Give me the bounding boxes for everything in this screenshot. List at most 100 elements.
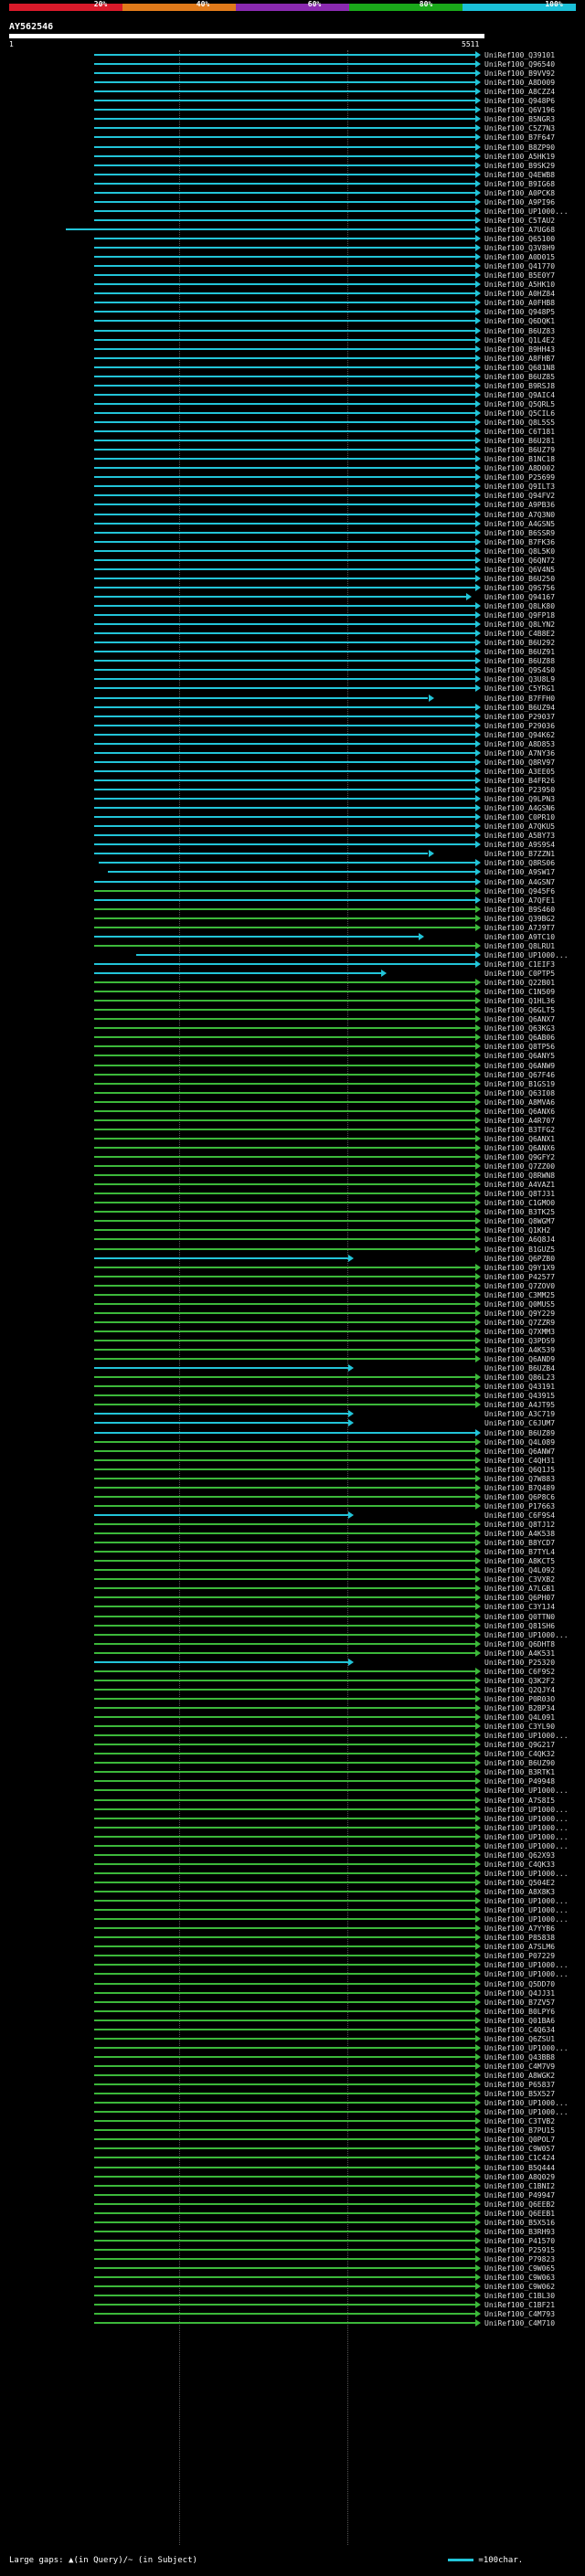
hit-label[interactable]: UniRef100_Q6DHT8 bbox=[484, 1639, 556, 1648]
hit-label[interactable]: UniRef100_B7F647 bbox=[484, 133, 556, 143]
hit-label[interactable]: UniRef100_A9S9S4 bbox=[484, 841, 556, 850]
hit-bar[interactable] bbox=[93, 1578, 475, 1581]
hit-label[interactable]: UniRef100_A9PB36 bbox=[484, 501, 556, 510]
hit-bar[interactable] bbox=[93, 1587, 475, 1590]
hit-bar[interactable] bbox=[93, 935, 420, 938]
hit-bar[interactable] bbox=[93, 2138, 475, 2141]
hit-label[interactable]: UniRef100_A8FHB7 bbox=[484, 354, 556, 363]
hit-label[interactable]: UniRef100_B3RTK1 bbox=[484, 1768, 556, 1777]
hit-label[interactable]: UniRef100_C9W057 bbox=[484, 2145, 556, 2154]
hit-label[interactable]: UniRef100_Q9Y229 bbox=[484, 1309, 556, 1318]
hit-bar[interactable] bbox=[93, 678, 475, 681]
hit-bar[interactable] bbox=[93, 1569, 475, 1572]
hit-label[interactable]: UniRef100_B6U281 bbox=[484, 437, 556, 446]
hit-bar[interactable] bbox=[93, 798, 475, 800]
hit-label[interactable]: UniRef100_A4K539 bbox=[484, 1346, 556, 1355]
hit-label[interactable]: UniRef100_B6U292 bbox=[484, 639, 556, 648]
hit-bar[interactable] bbox=[93, 1936, 475, 1939]
hit-label[interactable]: UniRef100_C6F9S2 bbox=[484, 1667, 556, 1676]
hit-bar[interactable] bbox=[93, 898, 475, 901]
hit-bar[interactable] bbox=[93, 1982, 475, 1985]
hit-bar[interactable] bbox=[93, 218, 475, 221]
hit-bar[interactable] bbox=[93, 81, 475, 84]
hit-label[interactable]: UniRef100_B5X516 bbox=[484, 2218, 556, 2227]
hit-bar[interactable] bbox=[93, 182, 475, 185]
hit-label[interactable]: UniRef100_P0R03O bbox=[484, 1694, 556, 1703]
hit-label[interactable]: UniRef100_A9SW17 bbox=[484, 868, 556, 877]
hit-label[interactable]: UniRef100_Q9AIC4 bbox=[484, 390, 556, 399]
hit-label[interactable]: UniRef100_C5Z7N3 bbox=[484, 124, 556, 133]
hit-bar[interactable] bbox=[93, 449, 475, 451]
hit-label[interactable]: UniRef100_B7Q489 bbox=[484, 1483, 556, 1492]
hit-bar[interactable] bbox=[93, 384, 475, 387]
hit-bar[interactable] bbox=[93, 1128, 475, 1130]
hit-label[interactable]: UniRef100_UP1000... bbox=[484, 1961, 569, 1970]
hit-bar[interactable] bbox=[93, 320, 475, 323]
hit-bar[interactable] bbox=[93, 880, 475, 883]
hit-label[interactable]: UniRef100_UP1000... bbox=[484, 1630, 569, 1639]
hit-bar[interactable] bbox=[93, 109, 475, 111]
hit-bar[interactable] bbox=[93, 1909, 475, 1912]
hit-label[interactable]: UniRef100_B5E0Y7 bbox=[484, 271, 556, 281]
hit-bar[interactable] bbox=[93, 1523, 475, 1525]
hit-bar[interactable] bbox=[93, 1991, 475, 1994]
hit-bar[interactable] bbox=[93, 1202, 475, 1204]
hit-label[interactable]: UniRef100_C3YL90 bbox=[484, 1723, 556, 1732]
hit-label[interactable]: UniRef100_B7ZV57 bbox=[484, 1998, 556, 2007]
hit-label[interactable]: UniRef100_B6UZ91 bbox=[484, 648, 556, 657]
hit-label[interactable]: UniRef100_C6T181 bbox=[484, 428, 556, 437]
hit-bar[interactable] bbox=[93, 2000, 475, 2003]
hit-bar[interactable] bbox=[93, 623, 475, 626]
hit-bar[interactable] bbox=[93, 2028, 475, 2030]
hit-bar[interactable] bbox=[93, 632, 475, 635]
hit-label[interactable]: UniRef100_C1BNI2 bbox=[484, 2181, 556, 2190]
hit-label[interactable]: UniRef100_Q4EWB8 bbox=[484, 170, 556, 179]
hit-label[interactable]: UniRef100_C3VXB2 bbox=[484, 1575, 556, 1585]
hit-bar[interactable] bbox=[93, 1486, 475, 1489]
hit-label[interactable]: UniRef100_A8X8K3 bbox=[484, 1888, 556, 1896]
hit-bar[interactable] bbox=[93, 2129, 475, 2132]
hit-label[interactable]: UniRef100_C4B8E2 bbox=[484, 630, 556, 639]
hit-label[interactable]: UniRef100_Q39BG2 bbox=[484, 914, 556, 923]
hit-label[interactable]: UniRef100_Q1HL36 bbox=[484, 997, 556, 1006]
hit-bar[interactable] bbox=[93, 513, 475, 515]
hit-label[interactable]: UniRef100_A4GSN6 bbox=[484, 804, 556, 813]
hit-bar[interactable] bbox=[93, 1193, 475, 1195]
hit-bar[interactable] bbox=[93, 2221, 475, 2223]
hit-bar[interactable] bbox=[93, 1394, 475, 1397]
hit-bar[interactable] bbox=[93, 1551, 475, 1553]
hit-label[interactable]: UniRef100_Q2QJY4 bbox=[484, 1685, 556, 1694]
hit-label[interactable]: UniRef100_Q6P8C6 bbox=[484, 1492, 556, 1501]
hit-bar[interactable] bbox=[93, 1560, 475, 1563]
hit-bar[interactable] bbox=[93, 347, 475, 350]
hit-label[interactable]: UniRef100_UP1000... bbox=[484, 1906, 569, 1915]
hit-label[interactable]: UniRef100_Q9FP18 bbox=[484, 611, 556, 620]
hit-bar[interactable] bbox=[93, 440, 475, 442]
hit-label[interactable]: UniRef100_B6UZ90 bbox=[484, 1759, 556, 1768]
hit-label[interactable]: UniRef100_A8Q029 bbox=[484, 2172, 556, 2181]
hit-label[interactable]: UniRef100_Q9G217 bbox=[484, 1741, 556, 1750]
hit-bar[interactable] bbox=[93, 1220, 475, 1223]
hit-label[interactable]: UniRef100_A7YYB6 bbox=[484, 1924, 556, 1934]
hit-label[interactable]: UniRef100_B1NC18 bbox=[484, 455, 556, 464]
hit-bar[interactable] bbox=[93, 1798, 475, 1801]
hit-bar[interactable] bbox=[93, 595, 466, 598]
hit-label[interactable]: UniRef100_Q01BA6 bbox=[484, 2016, 556, 2025]
hit-label[interactable]: UniRef100_Q7ZZR9 bbox=[484, 1318, 556, 1327]
hit-bar[interactable] bbox=[93, 1642, 475, 1645]
hit-bar[interactable] bbox=[93, 311, 475, 313]
hit-label[interactable]: UniRef100_P29036 bbox=[484, 721, 556, 730]
hit-label[interactable]: UniRef100_Q6ANX1 bbox=[484, 1134, 556, 1143]
hit-label[interactable]: UniRef100_Q4L092 bbox=[484, 1566, 556, 1575]
hit-label[interactable]: UniRef100_UP1000... bbox=[484, 2108, 569, 2117]
hit-label[interactable]: UniRef100_UP1000... bbox=[484, 1814, 569, 1823]
hit-bar[interactable] bbox=[93, 1918, 475, 1921]
hit-bar[interactable] bbox=[93, 164, 475, 166]
hit-label[interactable]: UniRef100_A4K531 bbox=[484, 1648, 556, 1658]
hit-label[interactable]: UniRef100_A8D002 bbox=[484, 464, 556, 473]
hit-label[interactable]: UniRef100_Q6V196 bbox=[484, 106, 556, 115]
hit-bar[interactable] bbox=[93, 807, 475, 810]
hit-label[interactable]: UniRef100_Q9Y1X9 bbox=[484, 1263, 556, 1272]
hit-bar[interactable] bbox=[93, 531, 475, 534]
hit-bar[interactable] bbox=[93, 1302, 475, 1305]
